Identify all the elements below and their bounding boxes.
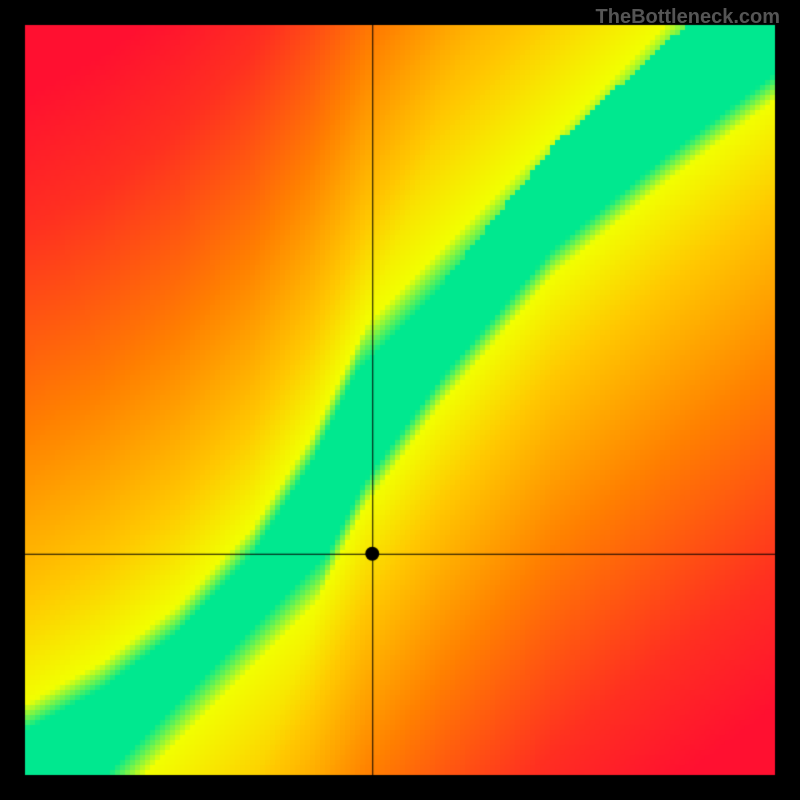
chart-container: TheBottleneck.com — [0, 0, 800, 800]
bottleneck-heatmap-canvas — [0, 0, 800, 800]
watermark-text: TheBottleneck.com — [596, 6, 780, 29]
